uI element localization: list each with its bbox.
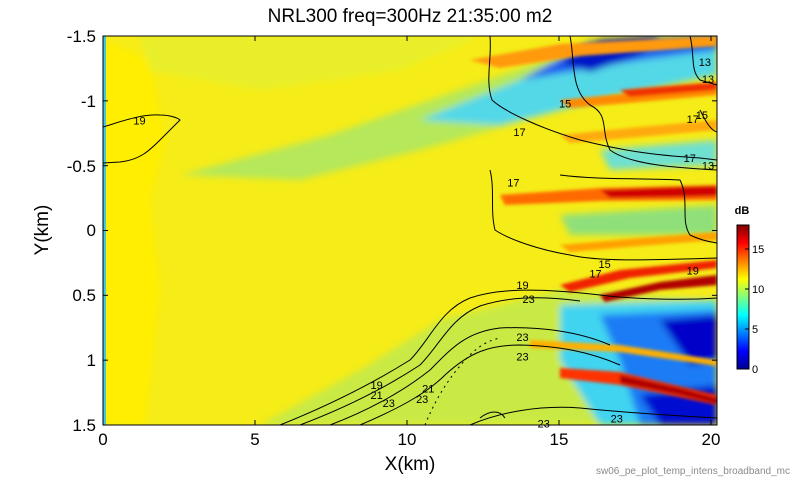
red-arc-2 (600, 275, 717, 302)
contour-label: 23 (516, 351, 528, 363)
upper-right-cyan-band (420, 50, 717, 125)
contour-label: 23 (611, 414, 623, 426)
mid-right-darkred-beam (600, 186, 717, 198)
contour-19-left (103, 114, 181, 164)
x-axis: 0 5 10 15 20 X(km) (98, 430, 720, 475)
contour-label: 21 (370, 390, 382, 402)
x-tick-label: 0 (98, 430, 107, 449)
contour-lines (103, 36, 717, 425)
contour-label: 21 (422, 384, 434, 396)
contour-label: 23 (383, 398, 395, 410)
colorbar-tick-label: 0 (752, 364, 758, 376)
y-tick-label: 0 (87, 221, 96, 240)
colorbar-tick-label: 10 (752, 284, 764, 296)
lower-darkred-beam (620, 375, 717, 404)
contour-label: 23 (522, 294, 534, 306)
y-tick-label: -0.5 (67, 157, 96, 176)
colorbar-gradient (736, 224, 750, 370)
contour-15-upper (569, 36, 717, 171)
contour-17-upper (488, 36, 717, 161)
y-tick-label: -1.5 (67, 27, 96, 46)
contour-label: 17 (684, 153, 696, 165)
y-axis: -1.5 -1 -0.5 0 0.5 1 1.5 Y(km) (32, 27, 96, 435)
colorbar: dB 0 5 10 15 (735, 205, 765, 376)
x-tick-label: 5 (250, 430, 259, 449)
contour-label: 17 (589, 268, 601, 280)
chart-title: NRL300 freq=300Hz 21:35:00 m2 (268, 6, 553, 27)
contour-17-mid (489, 169, 717, 261)
contour-label: 19 (516, 280, 528, 292)
x-axis-label: X(km) (385, 454, 436, 475)
lower-right-deepblue (660, 315, 717, 365)
contour-23-mid (329, 327, 611, 425)
contour-label: 13 (702, 161, 714, 173)
contour-dashed-arc (424, 337, 501, 425)
contour-label: 15 (696, 110, 708, 122)
contour-19-top (279, 289, 717, 425)
colorbar-tick-label: 5 (752, 324, 758, 336)
contour-label: 17 (507, 178, 519, 190)
contour-label: 17 (687, 114, 699, 126)
mid-right-orange-beam (560, 232, 717, 252)
hot-beams (470, 36, 717, 405)
right-mid-green (560, 205, 717, 235)
y-axis-label: Y(km) (32, 205, 53, 256)
contour-label: 19 (687, 266, 699, 278)
contour-label: 15 (559, 98, 571, 110)
colorbar-ticks (745, 248, 749, 370)
contour-label: 17 (513, 127, 525, 139)
contour-label: 13 (699, 57, 711, 69)
x-tick-label: 20 (702, 430, 721, 449)
contour-21-small (479, 411, 506, 419)
contour-label: 19 (133, 115, 145, 127)
contour-label: 19 (370, 380, 382, 392)
x-tick-label: 10 (398, 430, 417, 449)
contour-label: 23 (416, 394, 428, 406)
colorbar-unit: dB (735, 205, 750, 217)
upper-right-red-1 (620, 82, 717, 97)
x-tick-label: 15 (550, 430, 569, 449)
contour-label: 15 (598, 259, 610, 271)
contour-13-upper-right (689, 36, 717, 86)
contour-15-mid (559, 174, 717, 244)
y-tick-label: 1.5 (72, 416, 96, 435)
y-tick-label: -1 (81, 92, 96, 111)
contour-23-upper (299, 297, 581, 425)
footer-filename: sw06_pe_plot_temp_intens_broadband_mc (596, 466, 790, 477)
colorbar-tick-label: 15 (752, 244, 764, 256)
contour-23-lower (359, 344, 621, 425)
y-tick-label: 1 (87, 351, 96, 370)
red-arc-1 (560, 260, 717, 292)
contour-label: 23 (516, 332, 528, 344)
tick-marks (102, 35, 717, 426)
left-bright-zone (103, 40, 165, 425)
contour-label: 13 (702, 74, 714, 86)
upper-right-orange-2 (560, 120, 717, 143)
intensity-field (103, 36, 717, 425)
contour-13-right-2 (699, 109, 717, 133)
y-tick-label: 0.5 (72, 286, 96, 305)
lower-orange-beam (530, 340, 717, 366)
top-strip-cool (140, 36, 480, 90)
upper-orange-beam (470, 36, 717, 68)
